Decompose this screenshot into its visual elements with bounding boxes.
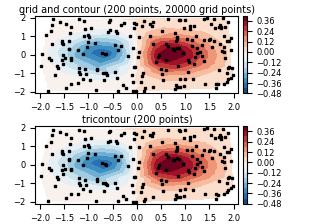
Title: grid and contour (200 points, 20000 grid points): grid and contour (200 points, 20000 grid… <box>19 5 255 15</box>
Title: tricontour (200 points): tricontour (200 points) <box>82 115 192 125</box>
